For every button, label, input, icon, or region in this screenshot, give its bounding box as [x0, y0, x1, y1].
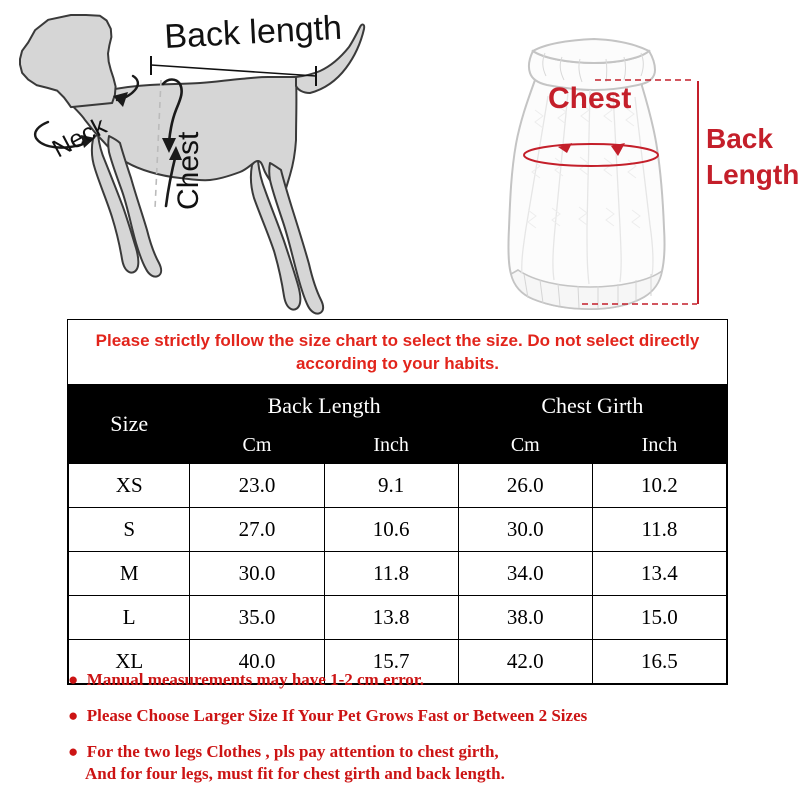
svg-text:Chest: Chest: [548, 82, 631, 115]
svg-text:Back length: Back length: [163, 9, 342, 56]
svg-text:Back: Back: [706, 123, 773, 154]
svg-text:Length: Length: [706, 159, 799, 190]
svg-text:Chest: Chest: [172, 131, 205, 210]
